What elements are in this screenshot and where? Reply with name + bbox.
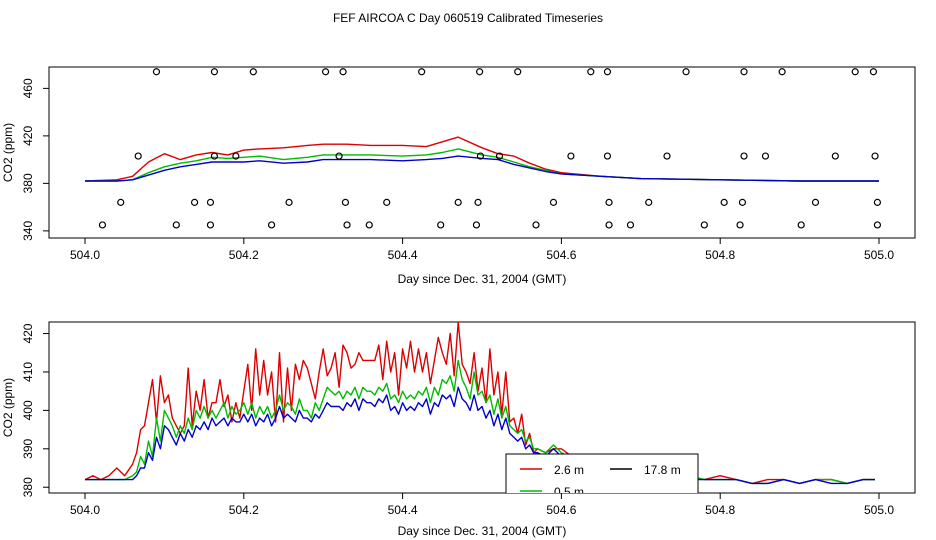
flag-point — [418, 68, 426, 76]
flag-point — [232, 152, 240, 160]
flag-point — [587, 68, 595, 76]
flag-point — [682, 68, 690, 76]
flag-point — [343, 221, 351, 229]
flag-point — [206, 198, 215, 206]
x-tick-label: 505.0 — [864, 248, 894, 262]
flag-point — [873, 221, 882, 229]
flag-point — [365, 221, 373, 229]
flag-point — [811, 198, 820, 206]
flag-point — [778, 68, 786, 76]
legend-label: 17.8 m — [644, 463, 681, 477]
series-line-0-5-m — [85, 359, 875, 485]
x-tick-label: 504.6 — [546, 248, 576, 262]
flag-point — [454, 198, 462, 206]
y-axis-label: CO2 (ppm) — [1, 378, 15, 437]
flag-point — [549, 198, 558, 206]
y-tick-label: 400 — [21, 400, 35, 420]
flag-point — [869, 68, 878, 76]
x-axis-label: Day since Dec. 31, 2004 (GMT) — [398, 524, 567, 538]
series-line-17-8-m — [85, 155, 879, 182]
flag-point — [645, 198, 653, 206]
flag-point — [206, 221, 215, 229]
top-panel: 504.0 504.2 504.4 504.6 504.8 505.0 340 380 420 4… — [1, 66, 916, 286]
y-tick-label: 420 — [21, 323, 35, 343]
flag-point — [831, 152, 839, 160]
y-tick-label: 340 — [21, 221, 35, 241]
legend-label: 2.6 m — [554, 463, 584, 477]
legend: 2.6 m 17.8 m 0.5 m — [505, 453, 699, 499]
flag-point — [851, 68, 859, 76]
series-line-2-6-m — [84, 322, 875, 485]
x-tick-label: 504.0 — [70, 248, 100, 262]
x-tick-label: 505.0 — [864, 503, 894, 517]
x-tick-label: 504.0 — [70, 503, 100, 517]
flag-point — [605, 198, 613, 206]
flag-point — [476, 68, 484, 76]
bottom-panel: 504.0 504.2 504.4 504.6 504.8 505.0 380 390 400 4… — [1, 321, 916, 538]
flag-point — [341, 198, 350, 206]
y-tick-label: 390 — [21, 438, 35, 458]
flag-point — [267, 221, 276, 229]
flag-point — [210, 152, 219, 160]
legend-label: 0.5 m — [554, 485, 584, 499]
flag-point — [514, 68, 522, 76]
flag-point — [605, 221, 613, 229]
flag-point — [761, 152, 770, 160]
x-tick-label: 504.4 — [388, 503, 418, 517]
flag-point — [134, 152, 142, 160]
y-tick-label: 380 — [21, 173, 35, 193]
flag-point — [871, 152, 879, 160]
flag-point — [190, 198, 199, 206]
y-tick-label: 460 — [21, 78, 35, 98]
x-tick-label: 504.2 — [229, 503, 259, 517]
flag-point — [339, 68, 347, 76]
flag-point — [873, 198, 882, 206]
flag-point — [700, 221, 708, 229]
flag-point — [437, 221, 445, 229]
flag-point — [603, 152, 612, 160]
flag-point — [321, 68, 330, 76]
x-tick-label: 504.2 — [229, 248, 259, 262]
flag-point — [720, 198, 728, 206]
x-tick-label: 504.8 — [705, 248, 735, 262]
flag-point — [740, 68, 748, 76]
flag-point — [210, 68, 219, 76]
flag-point — [532, 221, 540, 229]
flag-point — [663, 152, 671, 160]
flag-point — [626, 221, 635, 229]
flag-point — [117, 198, 125, 206]
x-tick-label: 504.8 — [705, 503, 735, 517]
flag-point — [797, 221, 805, 229]
flag-point — [567, 152, 575, 160]
flag-point — [172, 221, 180, 229]
flag-point — [736, 221, 744, 229]
flag-point — [476, 152, 485, 160]
flag-point — [249, 68, 257, 76]
flag-point — [603, 68, 612, 76]
series-line-17-8-m — [85, 386, 875, 485]
plot-frame — [48, 66, 916, 239]
flag-point — [285, 198, 293, 206]
y-axis-label: CO2 (ppm) — [1, 123, 15, 182]
x-tick-label: 504.6 — [546, 503, 576, 517]
flag-point — [740, 152, 748, 160]
flag-point — [474, 198, 482, 206]
flag-point — [98, 221, 107, 229]
legend-box — [505, 453, 699, 493]
flag-point — [738, 198, 747, 206]
x-axis-label: Day since Dec. 31, 2004 (GMT) — [398, 272, 567, 286]
y-tick-label: 410 — [21, 362, 35, 382]
flag-point — [495, 152, 504, 160]
x-tick-label: 504.4 — [388, 248, 418, 262]
flag-point — [383, 198, 391, 206]
flag-point — [472, 221, 481, 229]
figure-title: FEF AIRCOA C Day 060519 Calibrated Times… — [333, 11, 603, 25]
series-line-2-6-m — [84, 136, 879, 182]
y-tick-label: 380 — [21, 477, 35, 497]
flag-point — [152, 68, 161, 76]
y-tick-label: 420 — [21, 126, 35, 146]
flag-point — [335, 152, 343, 160]
